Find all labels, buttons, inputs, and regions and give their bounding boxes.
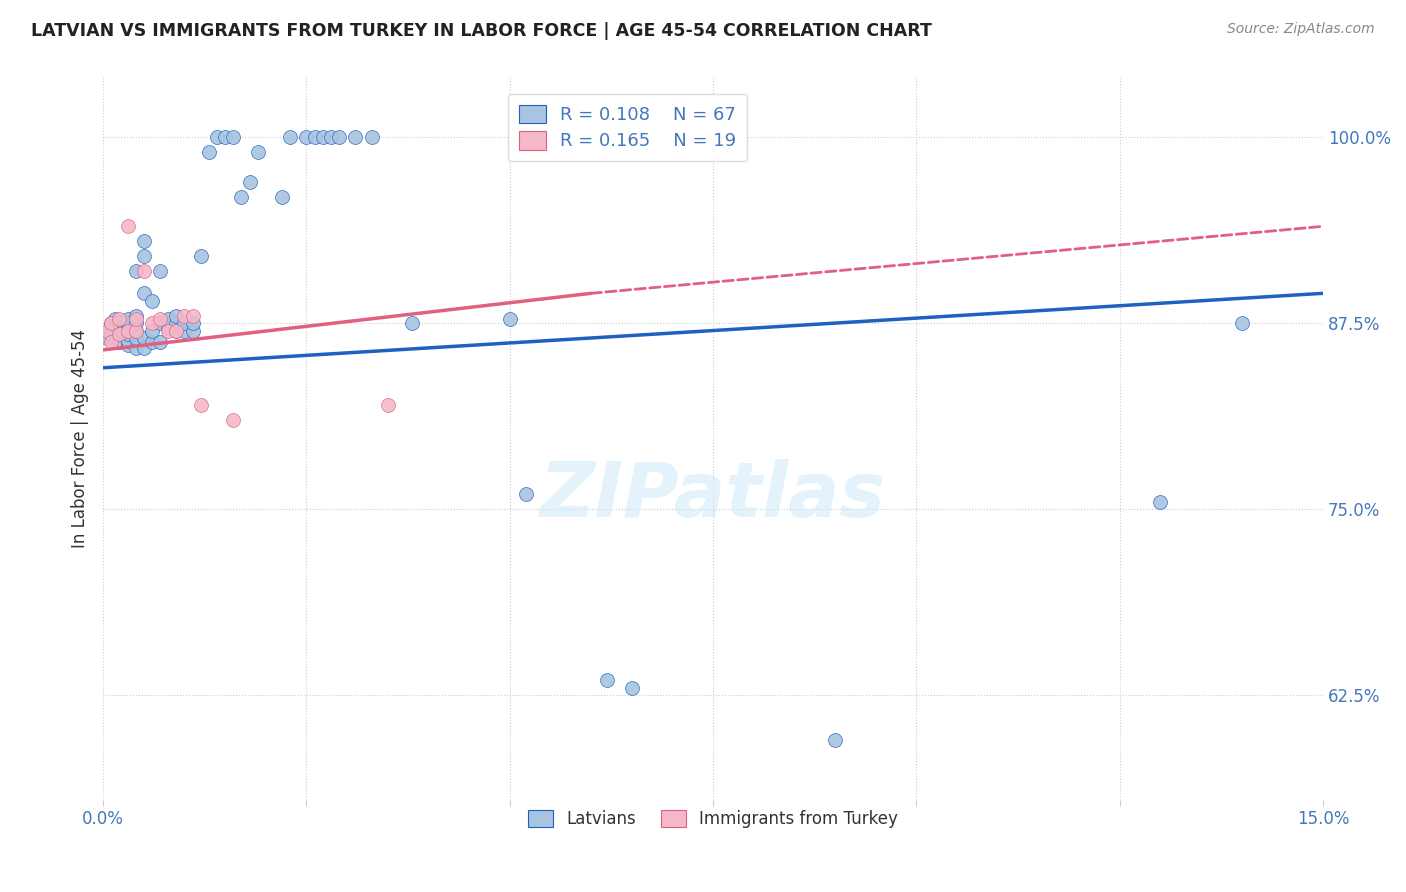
- Point: [319, 130, 342, 145]
- Point: [108, 326, 131, 341]
- Text: LATVIAN VS IMMIGRANTS FROM TURKEY IN LABOR FORCE | AGE 45-54 CORRELATION CHART: LATVIAN VS IMMIGRANTS FROM TURKEY IN LAB…: [31, 22, 932, 40]
- Point: [141, 293, 163, 308]
- Point: [157, 324, 180, 338]
- Point: [1149, 495, 1171, 509]
- Point: [117, 316, 139, 330]
- Point: [124, 324, 146, 338]
- Point: [100, 316, 122, 330]
- Point: [108, 320, 131, 334]
- Point: [165, 316, 187, 330]
- Point: [124, 324, 146, 338]
- Point: [141, 335, 163, 350]
- Point: [132, 249, 155, 263]
- Point: [198, 145, 221, 159]
- Point: [231, 189, 253, 203]
- Point: [222, 130, 245, 145]
- Point: [108, 316, 131, 330]
- Point: [173, 309, 195, 323]
- Point: [117, 219, 139, 234]
- Point: [108, 326, 131, 341]
- Point: [100, 335, 122, 350]
- Point: [117, 338, 139, 352]
- Point: [596, 673, 619, 688]
- Point: [222, 413, 245, 427]
- Point: [96, 324, 118, 338]
- Point: [149, 311, 172, 326]
- Point: [278, 130, 301, 145]
- Point: [141, 324, 163, 338]
- Point: [824, 733, 846, 747]
- Point: [157, 311, 180, 326]
- Point: [271, 189, 294, 203]
- Point: [132, 331, 155, 345]
- Point: [246, 145, 269, 159]
- Point: [515, 487, 537, 501]
- Point: [132, 286, 155, 301]
- Point: [124, 331, 146, 345]
- Point: [190, 249, 212, 263]
- Point: [157, 320, 180, 334]
- Point: [141, 316, 163, 330]
- Point: [238, 175, 260, 189]
- Point: [100, 316, 122, 330]
- Point: [149, 316, 172, 330]
- Point: [165, 309, 187, 323]
- Point: [117, 326, 139, 341]
- Y-axis label: In Labor Force | Age 45-54: In Labor Force | Age 45-54: [72, 329, 89, 548]
- Point: [149, 264, 172, 278]
- Point: [132, 342, 155, 356]
- Point: [181, 316, 204, 330]
- Point: [117, 320, 139, 334]
- Point: [124, 264, 146, 278]
- Point: [124, 316, 146, 330]
- Point: [112, 324, 135, 338]
- Point: [117, 324, 139, 338]
- Point: [205, 130, 228, 145]
- Point: [295, 130, 318, 145]
- Point: [149, 335, 172, 350]
- Point: [312, 130, 335, 145]
- Text: Source: ZipAtlas.com: Source: ZipAtlas.com: [1227, 22, 1375, 37]
- Point: [100, 320, 122, 334]
- Point: [360, 130, 382, 145]
- Point: [124, 311, 146, 326]
- Point: [124, 309, 146, 323]
- Point: [304, 130, 326, 145]
- Point: [132, 234, 155, 248]
- Point: [328, 130, 350, 145]
- Text: ZIPatlas: ZIPatlas: [540, 459, 886, 533]
- Legend: Latvians, Immigrants from Turkey: Latvians, Immigrants from Turkey: [522, 803, 905, 835]
- Point: [117, 334, 139, 348]
- Point: [104, 311, 127, 326]
- Point: [108, 311, 131, 326]
- Point: [377, 398, 399, 412]
- Point: [165, 324, 187, 338]
- Point: [181, 309, 204, 323]
- Point: [620, 681, 643, 695]
- Point: [100, 326, 122, 341]
- Point: [165, 324, 187, 338]
- Point: [108, 335, 131, 350]
- Point: [173, 324, 195, 338]
- Point: [96, 331, 118, 345]
- Point: [132, 264, 155, 278]
- Point: [190, 398, 212, 412]
- Point: [344, 130, 367, 145]
- Point: [117, 311, 139, 326]
- Point: [499, 311, 522, 326]
- Point: [214, 130, 236, 145]
- Point: [1230, 316, 1253, 330]
- Point: [173, 316, 195, 330]
- Point: [181, 324, 204, 338]
- Point: [401, 316, 423, 330]
- Point: [124, 342, 146, 356]
